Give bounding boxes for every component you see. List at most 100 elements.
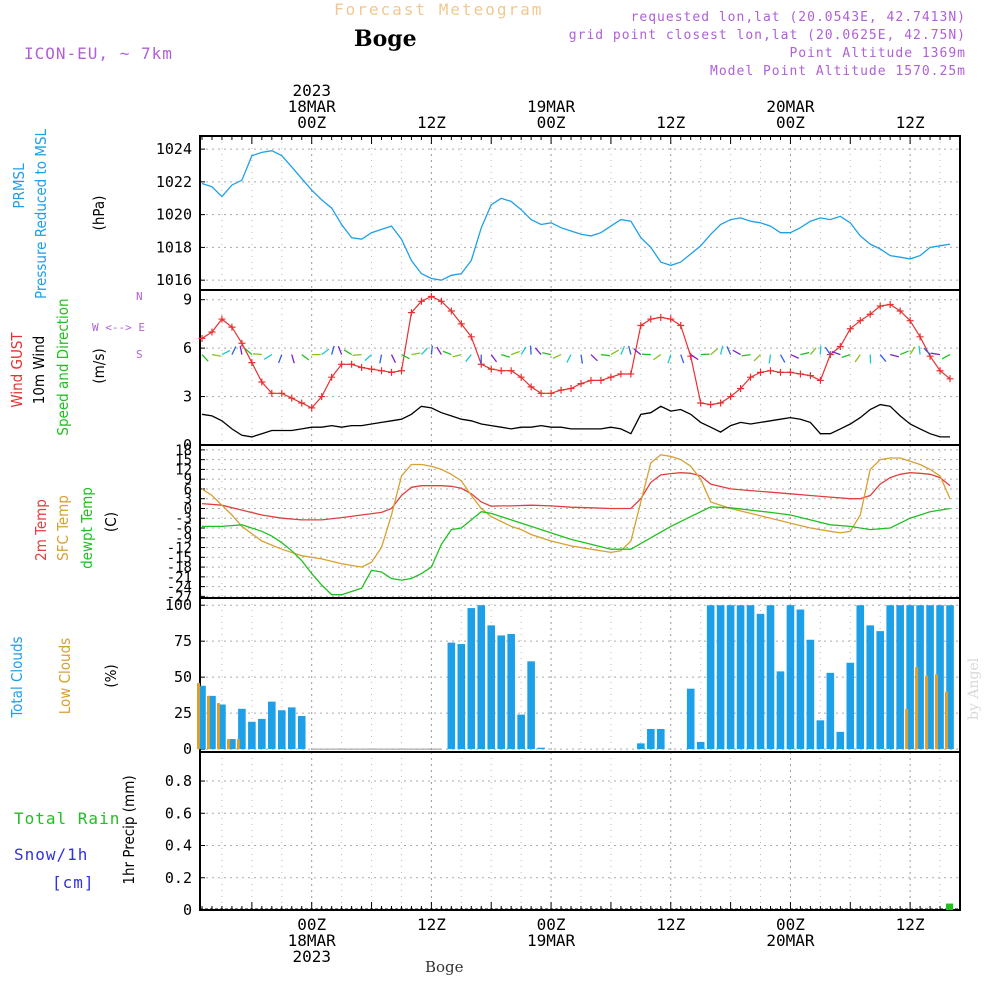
total-cloud-bar bbox=[776, 671, 785, 750]
y-tick-label: 100 bbox=[165, 596, 192, 614]
gust-point bbox=[238, 339, 246, 347]
wind-direction-arrow bbox=[364, 354, 372, 362]
wind-direction-arrow bbox=[667, 354, 672, 364]
y-tick-label: -6 bbox=[175, 521, 192, 537]
total-cloud-bar bbox=[746, 605, 755, 750]
y-tick-label: 3 bbox=[183, 388, 192, 406]
gust-point bbox=[707, 401, 715, 409]
location-name: Boge bbox=[354, 26, 417, 52]
low-cloud-bar bbox=[236, 739, 240, 750]
gust-point bbox=[368, 365, 376, 373]
y-tick-label: 1016 bbox=[156, 271, 192, 289]
rain-bar bbox=[946, 903, 954, 910]
panel-precip: 0 0.2 0.4 0.6 0.8 bbox=[165, 752, 960, 919]
low-cloud-bar bbox=[216, 703, 220, 750]
y-tick-label: 1024 bbox=[156, 140, 192, 158]
gust-point bbox=[866, 310, 874, 318]
wind-direction-arrow bbox=[899, 350, 909, 356]
total-cloud-bar bbox=[527, 661, 535, 750]
gust-point bbox=[607, 373, 615, 381]
total-cloud-bar bbox=[487, 625, 496, 750]
wind-direction-arrow bbox=[566, 354, 572, 363]
gust-point bbox=[697, 399, 705, 407]
gust-point bbox=[936, 367, 944, 375]
wind-direction-arrow bbox=[790, 353, 799, 359]
wind-direction-arrow bbox=[931, 352, 941, 356]
snow-label: Snow/1h bbox=[14, 845, 88, 864]
gust-point bbox=[786, 368, 794, 376]
pressure-unit: (hPa) bbox=[90, 196, 108, 231]
chart-title: Forecast Meteogram bbox=[334, 0, 544, 19]
wind-direction-arrow bbox=[244, 348, 253, 356]
total-cloud-bar bbox=[457, 644, 466, 750]
gust-point bbox=[268, 389, 276, 397]
wind-direction-arrow bbox=[465, 354, 472, 363]
total-cloud-bar bbox=[647, 728, 655, 750]
wind-direction-arrow bbox=[331, 345, 335, 355]
total-cloud-bar bbox=[766, 605, 775, 750]
total-cloud-bar bbox=[756, 613, 765, 750]
wind-direction-arrow bbox=[201, 354, 209, 362]
wind-direction-arrow bbox=[768, 354, 772, 364]
total-cloud-bar bbox=[936, 605, 944, 750]
total-cloud-bar bbox=[786, 605, 795, 750]
panel-pressure: 1016 1018 1020 1022 1024 bbox=[156, 136, 960, 290]
wind-direction-arrow bbox=[452, 353, 462, 358]
wind-direction-arrow bbox=[442, 350, 452, 356]
gust-point bbox=[886, 301, 894, 309]
x-label-bottom: 00Z bbox=[297, 915, 326, 934]
gust-point bbox=[378, 367, 386, 375]
gust-point bbox=[577, 380, 585, 388]
low-cloud-bar bbox=[226, 739, 230, 750]
gust-point bbox=[437, 297, 445, 305]
y-tick-label: -21 bbox=[167, 570, 192, 586]
requested-coords: requested lon,lat (20.0543E, 42.7413N) bbox=[630, 10, 966, 25]
gust-point bbox=[308, 404, 316, 412]
wind-direction-arrow bbox=[501, 353, 511, 358]
total-cloud-bar bbox=[866, 625, 875, 750]
x-label-bottom: 12Z bbox=[417, 915, 446, 934]
wind-direction-arrow bbox=[620, 346, 626, 355]
gust-point bbox=[527, 383, 535, 391]
y-tick-label: -12 bbox=[167, 541, 192, 557]
wind-direction-arrow bbox=[590, 354, 598, 362]
total-cloud-bar bbox=[228, 739, 236, 750]
total-cloud-bar bbox=[248, 721, 256, 750]
y-tick-label: 6 bbox=[184, 482, 192, 498]
wind-direction-arrow bbox=[732, 349, 741, 356]
gust-point bbox=[497, 367, 505, 375]
wind-direction-arrow bbox=[379, 354, 383, 364]
gust-point bbox=[407, 309, 415, 317]
wind-direction-arrow bbox=[430, 345, 433, 355]
gust-point bbox=[747, 373, 755, 381]
total-cloud-bar bbox=[816, 720, 825, 750]
total-cloud-bar bbox=[277, 710, 286, 750]
wind-direction-arrow bbox=[277, 354, 283, 364]
total-cloud-bar bbox=[477, 605, 486, 750]
gust-point bbox=[208, 328, 216, 336]
wind-direction-arrow bbox=[653, 354, 662, 361]
wind-direction-arrow bbox=[824, 346, 831, 355]
y-tick-label: 18 bbox=[175, 443, 192, 459]
gust-point bbox=[507, 367, 515, 375]
total-cloud-bar bbox=[517, 714, 525, 750]
total-cloud-bar bbox=[856, 605, 865, 750]
precip-unit: 1hr Precip (mm) bbox=[120, 775, 138, 884]
y-tick-label: 0.2 bbox=[165, 869, 192, 887]
wind-direction-arrow bbox=[628, 345, 632, 355]
y-tick-label: 1022 bbox=[156, 173, 192, 191]
wind-direction-arrow bbox=[221, 349, 231, 356]
wind-direction-arrow bbox=[321, 348, 330, 356]
gust-point bbox=[856, 317, 864, 325]
model-altitude: Model Point Altitude 1570.25m bbox=[710, 64, 966, 79]
y-tick-label: 9 bbox=[184, 472, 192, 488]
total-cloud-bar bbox=[706, 605, 715, 750]
gust-point bbox=[457, 320, 465, 328]
pressure-line bbox=[201, 150, 951, 281]
low-cloud-bar bbox=[945, 691, 949, 750]
total-cloud-bar bbox=[716, 605, 725, 750]
total-cloud-bar bbox=[886, 605, 894, 750]
wind-direction-arrow bbox=[941, 354, 951, 360]
sfc-temp-label: SFC Temp bbox=[54, 495, 72, 561]
wind-direction-arrow bbox=[680, 354, 685, 364]
